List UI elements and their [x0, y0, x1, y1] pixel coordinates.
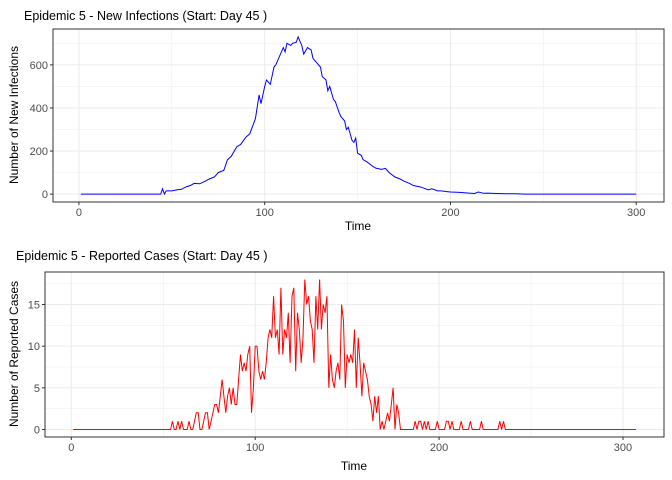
x-tick-label: 200 — [441, 207, 459, 219]
y-tick-label: 10 — [28, 341, 40, 353]
y-tick-label: 200 — [30, 146, 48, 158]
y-tick-label: 600 — [30, 60, 48, 72]
x-tick-label: 100 — [246, 442, 264, 454]
x-tick-label: 0 — [76, 207, 82, 219]
chart-title: Epidemic 5 - New Infections (Start: Day … — [24, 9, 267, 23]
reported-cases-panel: Epidemic 5 - Reported Cases (Start: Day … — [7, 249, 665, 473]
series-line — [80, 35, 637, 196]
y-tick-label: 0 — [34, 425, 40, 437]
series-line — [73, 279, 636, 430]
x-axis-label: Time — [345, 219, 372, 233]
y-tick-label: 15 — [28, 300, 40, 312]
y-tick-label: 0 — [42, 189, 48, 201]
x-tick-label: 0 — [68, 442, 74, 454]
panel-border — [52, 28, 665, 203]
panel-border — [44, 271, 665, 438]
chart-title: Epidemic 5 - Reported Cases (Start: Day … — [16, 249, 268, 263]
y-axis-label: Number of New Infections — [7, 46, 21, 184]
x-axis-label: Time — [341, 459, 368, 473]
x-tick-label: 300 — [627, 207, 645, 219]
x-tick-label: 200 — [430, 442, 448, 454]
new-infections-panel: Epidemic 5 - New Infections (Start: Day … — [7, 9, 665, 233]
x-tick-label: 100 — [256, 207, 274, 219]
y-axis-label: Number of Reported Cases — [7, 281, 21, 427]
gridlines — [45, 272, 664, 437]
y-tick-label: 5 — [34, 383, 40, 395]
gridlines — [53, 29, 664, 202]
y-tick-label: 400 — [30, 103, 48, 115]
x-tick-label: 300 — [614, 442, 632, 454]
